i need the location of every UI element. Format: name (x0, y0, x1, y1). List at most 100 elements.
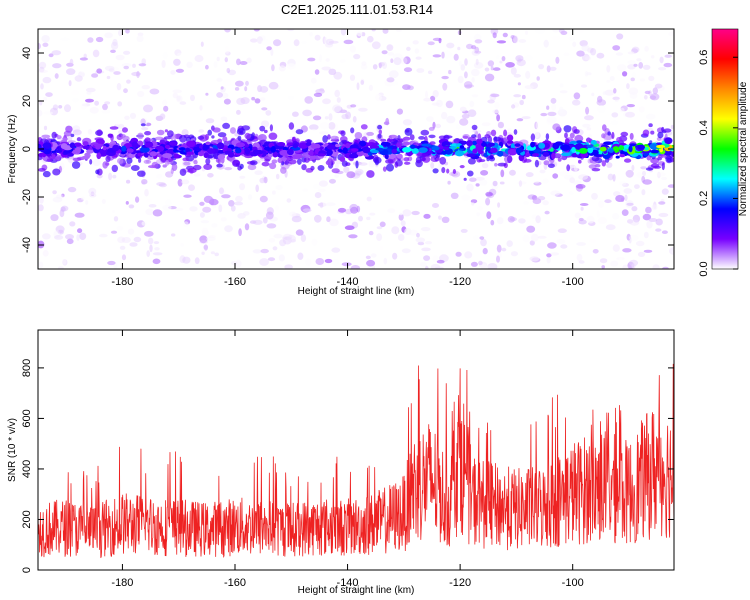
heatmap-cell (109, 126, 119, 130)
heatmap-cell (631, 206, 638, 212)
heatmap-cell (473, 62, 484, 69)
heatmap-cell (423, 213, 431, 219)
heatmap-cell (610, 120, 619, 126)
heatmap-cell (55, 194, 64, 199)
heatmap-cell (505, 62, 515, 68)
heatmap-cell (582, 123, 591, 128)
heatmap-cell (668, 31, 674, 37)
heatmap-cell (657, 171, 661, 179)
heatmap-ridge-cell (603, 141, 614, 145)
heatmap-cell (327, 159, 332, 167)
heatmap-cell (457, 30, 462, 35)
heatmap-cell (322, 135, 328, 143)
heatmap-cell (624, 158, 632, 163)
heatmap-cell (247, 164, 257, 171)
heatmap-cell (356, 82, 360, 90)
heatmap-cell (307, 57, 316, 62)
heatmap-cell (645, 113, 656, 120)
heatmap-cell (529, 256, 540, 262)
heatmap-cell (236, 58, 241, 66)
heatmap-cell (96, 174, 103, 179)
heatmap-ridge-cell (339, 156, 346, 162)
heatmap-cell (259, 177, 266, 184)
snr-y-axis-title: SNR (10 * v/v) (7, 418, 18, 482)
heatmap-cell (151, 161, 159, 169)
heatmap-ridge-cell (530, 141, 536, 148)
heatmap-cell (76, 137, 82, 142)
heatmap-cell (45, 92, 53, 97)
heatmap-cell (495, 55, 500, 59)
heatmap-cell (438, 37, 442, 44)
heatmap-ridge-cell (542, 151, 550, 157)
heatmap-ridge-cell (272, 151, 278, 158)
heatmap-cell (156, 182, 166, 186)
heatmap-y-tick-label: 0 (21, 146, 33, 152)
heatmap-cell (443, 135, 453, 139)
heatmap-cell (400, 220, 406, 227)
heatmap-cell (597, 217, 607, 224)
heatmap-cell (516, 118, 524, 122)
heatmap-cell (203, 29, 208, 33)
heatmap-cell (201, 251, 205, 255)
heatmap-cell (557, 157, 562, 162)
heatmap-cell (420, 129, 430, 136)
heatmap-cell (517, 82, 522, 86)
heatmap-cell (287, 234, 296, 243)
heatmap-cell (80, 66, 86, 73)
heatmap-cell (138, 157, 142, 163)
heatmap-cell (617, 64, 627, 72)
heatmap-cell (576, 50, 585, 57)
heatmap-cell (121, 134, 126, 138)
heatmap-cell (547, 242, 557, 249)
heatmap-cell (148, 204, 157, 208)
heatmap-cell (182, 157, 189, 162)
heatmap-cell (550, 252, 560, 256)
heatmap-cell (119, 245, 126, 250)
heatmap-cell (485, 191, 493, 197)
heatmap-ridge-cell (305, 142, 312, 146)
heatmap-cell (237, 135, 242, 141)
snr-y-tick-label: 200 (21, 510, 33, 528)
colorbar: 0.0 0.2 0.4 0.6 Normalized spectral amplitu… (698, 28, 749, 277)
heatmap-cell (588, 239, 597, 243)
heatmap-ridge-cell (418, 147, 428, 154)
heatmap-cell (461, 113, 470, 119)
heatmap-cell (533, 181, 542, 186)
heatmap-cell (334, 174, 340, 178)
heatmap-cell (564, 132, 568, 139)
heatmap-ridge-cell (60, 143, 68, 150)
heatmap-cell (310, 77, 317, 84)
heatmap-cell (378, 129, 382, 135)
heatmap-ridge-cell (576, 140, 583, 144)
heatmap-cell (154, 136, 164, 141)
heatmap-cell (573, 180, 582, 186)
heatmap-cell (148, 237, 154, 245)
heatmap-cell (77, 198, 84, 203)
heatmap-cell (215, 195, 225, 199)
heatmap-cell (216, 56, 220, 62)
heatmap-cell (42, 250, 49, 257)
heatmap-cell (200, 41, 204, 47)
heatmap-cell (592, 249, 599, 254)
heatmap-cell (601, 133, 606, 139)
heatmap-cell (358, 162, 368, 166)
heatmap-cell (230, 127, 236, 134)
heatmap-cell (250, 38, 258, 43)
heatmap-cell (609, 76, 615, 81)
heatmap-cell (113, 216, 119, 222)
heatmap-cell (140, 118, 146, 125)
heatmap-cell (129, 242, 138, 247)
heatmap-cell (492, 67, 501, 71)
heatmap-cell (596, 52, 605, 59)
heatmap-cell (266, 46, 272, 51)
heatmap-cell (534, 121, 538, 130)
heatmap-cell (345, 111, 351, 120)
heatmap-cell (358, 107, 368, 112)
heatmap-cell (112, 174, 117, 179)
heatmap-cell (199, 212, 205, 218)
heatmap-ridge-cell (356, 150, 364, 157)
heatmap-ridge-cell (173, 153, 180, 159)
heatmap-cell (426, 116, 434, 122)
heatmap-cell (616, 33, 624, 40)
